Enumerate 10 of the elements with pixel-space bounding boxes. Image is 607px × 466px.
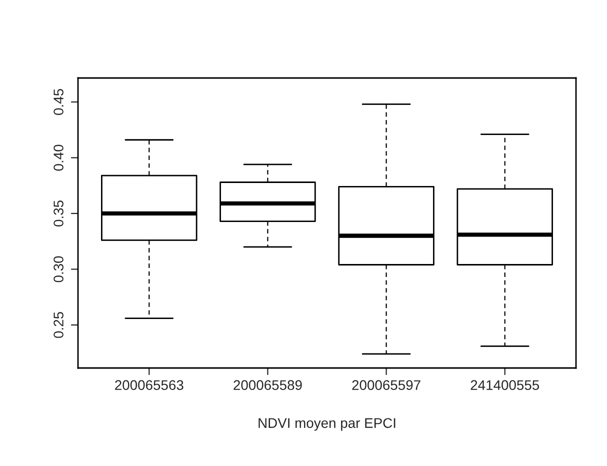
x-tick-label: 200065589 xyxy=(234,380,302,390)
x-tick-label: 200065597 xyxy=(352,380,420,390)
x-tick-label: 200065563 xyxy=(115,380,184,390)
x-axis-title: NDVI moyen par EPCI xyxy=(258,418,396,431)
x-tick-label: 241400555 xyxy=(470,380,540,390)
y-tick-label: 0.25 xyxy=(54,312,64,338)
y-tick-label: 0.45 xyxy=(54,89,64,115)
y-tick-label: 0.35 xyxy=(54,200,64,226)
y-tick-label: 0.40 xyxy=(54,144,64,171)
y-tick-label: 0.30 xyxy=(54,256,64,282)
